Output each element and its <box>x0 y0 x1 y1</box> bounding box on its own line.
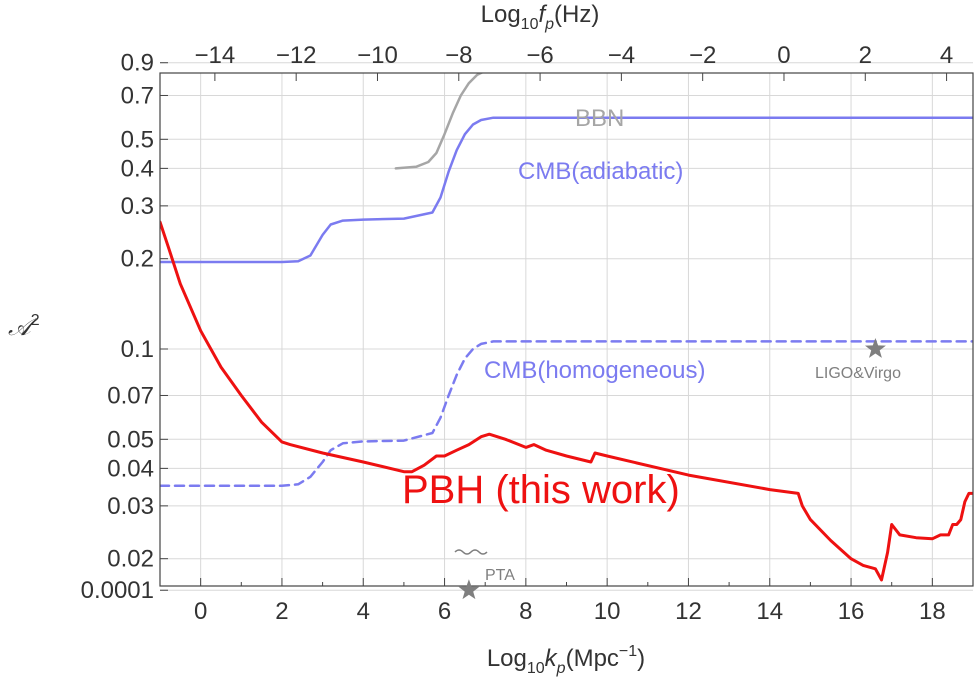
top-tick-label: −4 <box>608 42 635 69</box>
label-ligo-virgo: LIGO&Virgo <box>815 365 901 382</box>
series-line-bbn <box>394 73 484 170</box>
x-tick-label: 4 <box>357 598 370 625</box>
label-pta: PTA <box>485 567 515 584</box>
series-line-cmb-adiabatic <box>160 116 973 264</box>
x-tick-label: 16 <box>838 598 865 625</box>
y-tick-label: 0.1 <box>121 336 154 363</box>
label-bbn: BBN <box>575 105 624 132</box>
top-tick-label: 2 <box>859 42 872 69</box>
x-tick-label: 12 <box>675 598 702 625</box>
y-tick-label: 0.7 <box>121 82 154 109</box>
y-tick-label: 0.3 <box>121 193 154 220</box>
x-tick-label: 14 <box>756 598 783 625</box>
y-tick-label: 0.02 <box>107 546 154 573</box>
y-tick-label: 0.4 <box>121 155 154 182</box>
y-tick-label: 0.04 <box>107 455 154 482</box>
y-tick-label: 0.2 <box>121 246 154 273</box>
top-tick-label: 0 <box>777 42 790 69</box>
x-tick-label: 18 <box>919 598 946 625</box>
ticks: 0 2 4 6 8 10 12 14 16 18 −14 −12 −10 −8 −6 −4 −2 0 2 4 0.9 0.… <box>81 42 974 625</box>
grid <box>160 62 973 591</box>
y-tick-label: 0.9 <box>121 50 154 77</box>
top-tick-label: −6 <box>526 42 553 69</box>
label-pbh: PBH (this work) <box>402 468 680 512</box>
x-tick-label: 10 <box>594 598 621 625</box>
x-tick-label: 6 <box>438 598 451 625</box>
top-axis-title: Log10fp(Hz) <box>481 1 600 33</box>
label-cmb-adiabatic: CMB(adiabatic) <box>518 158 683 185</box>
y-tick-label: 0.5 <box>121 126 154 153</box>
y-axis-title: 𝒜2 <box>8 312 40 341</box>
series-group <box>160 73 973 582</box>
y-tick-label: 0.07 <box>107 382 154 409</box>
label-cmb-homogeneous: CMB(homogeneous) <box>484 357 705 384</box>
top-tick-label: −8 <box>445 42 472 69</box>
top-tick-label: −14 <box>195 42 236 69</box>
x-tick-label: 0 <box>194 598 207 625</box>
y-tick-label: 0.03 <box>107 493 154 520</box>
x-axis-title: Log10kp(Mpc−1) <box>487 643 645 677</box>
top-tick-label: −10 <box>357 42 398 69</box>
pta-tilde-mark <box>454 549 488 555</box>
top-tick-label: 4 <box>940 42 953 69</box>
ligo-virgo-star-icon <box>865 338 886 358</box>
y-tick-label: 0.05 <box>107 426 154 453</box>
markers <box>458 338 886 600</box>
y-tick-label: 0.0001 <box>81 577 154 604</box>
top-tick-label: −2 <box>689 42 716 69</box>
series-line-pbh <box>160 220 973 582</box>
top-tick-label: −12 <box>276 42 317 69</box>
series-line-cmb-homogeneous <box>160 340 973 488</box>
x-tick-label: 2 <box>275 598 288 625</box>
x-tick-label: 8 <box>519 598 532 625</box>
pta-star-icon <box>458 579 480 600</box>
